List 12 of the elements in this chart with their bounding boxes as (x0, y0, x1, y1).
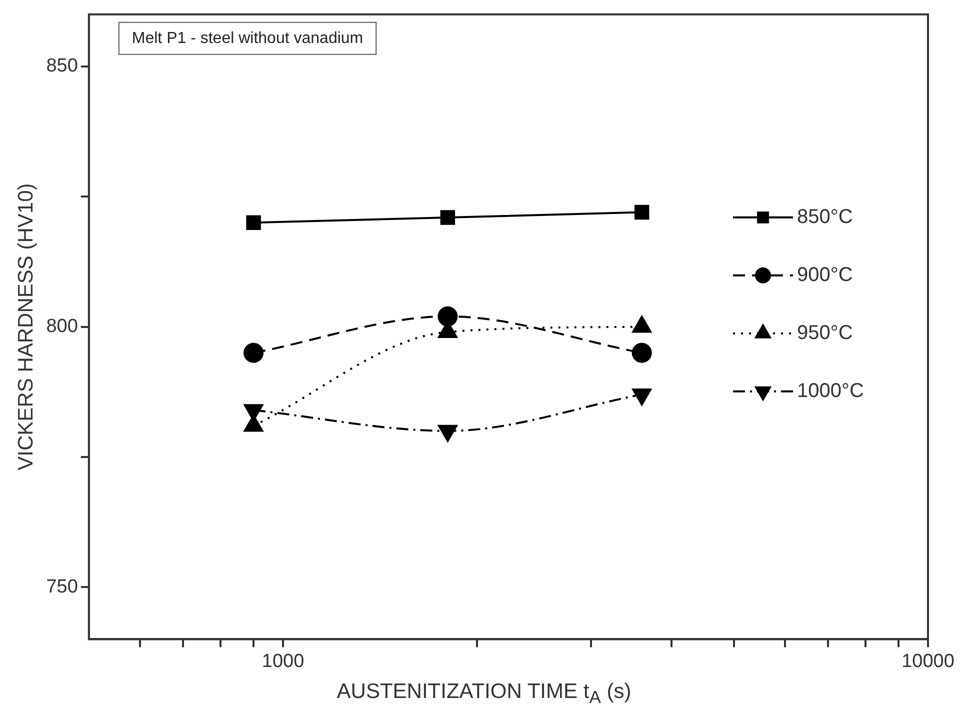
y-tick-label: 800 (46, 316, 78, 338)
y-tick-label: 750 (46, 576, 78, 598)
legend-label: 1000°C (797, 380, 864, 402)
legend-label: 850°C (797, 206, 853, 228)
legend-label: 900°C (797, 264, 853, 286)
annotation: Melt P1 - steel without vanadium (132, 30, 364, 47)
y-axis-title: VICKERS HARDNESS (HV10) (14, 183, 38, 470)
y-tick-label: 850 (46, 56, 78, 77)
x-tick-label: 1000 (262, 650, 304, 672)
x-tick-label: 10000 (902, 650, 954, 672)
legend-label: 950°C (797, 322, 853, 344)
x-axis-title: AUSTENITIZATION TIME t$_{A}$ (s) (336, 680, 632, 708)
